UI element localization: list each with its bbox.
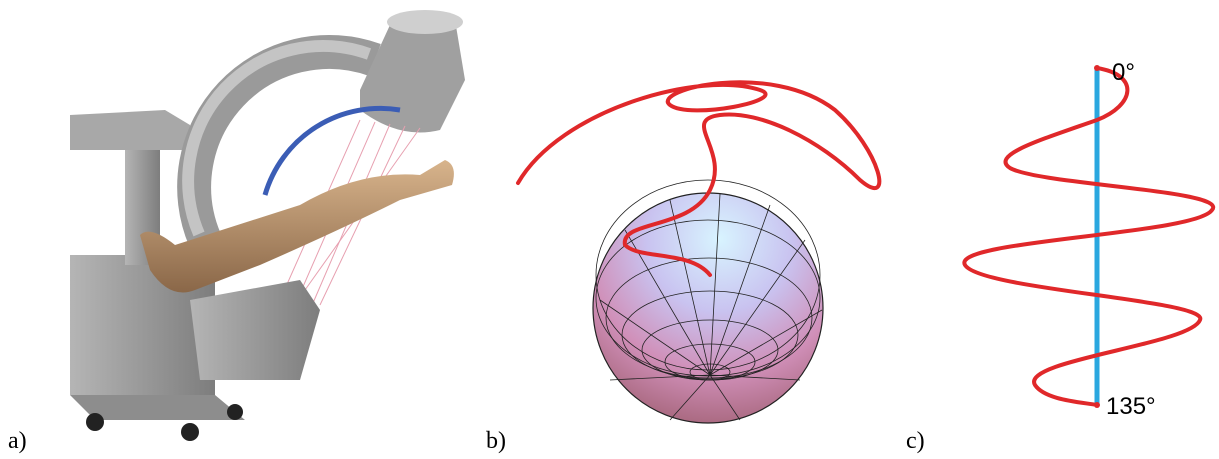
panel-label: c) <box>906 428 925 454</box>
panel-label: b) <box>486 428 506 454</box>
sphere-illustration <box>518 82 879 423</box>
panel-label: a) <box>8 428 27 454</box>
figure: 0° 135° a) b) c) <box>0 0 1219 459</box>
angle-label: 0° <box>1112 59 1135 86</box>
c-arm-illustration <box>70 10 465 441</box>
angle-label: 135° <box>1106 393 1156 420</box>
oscillation-illustration: 0° 135° <box>964 59 1213 420</box>
